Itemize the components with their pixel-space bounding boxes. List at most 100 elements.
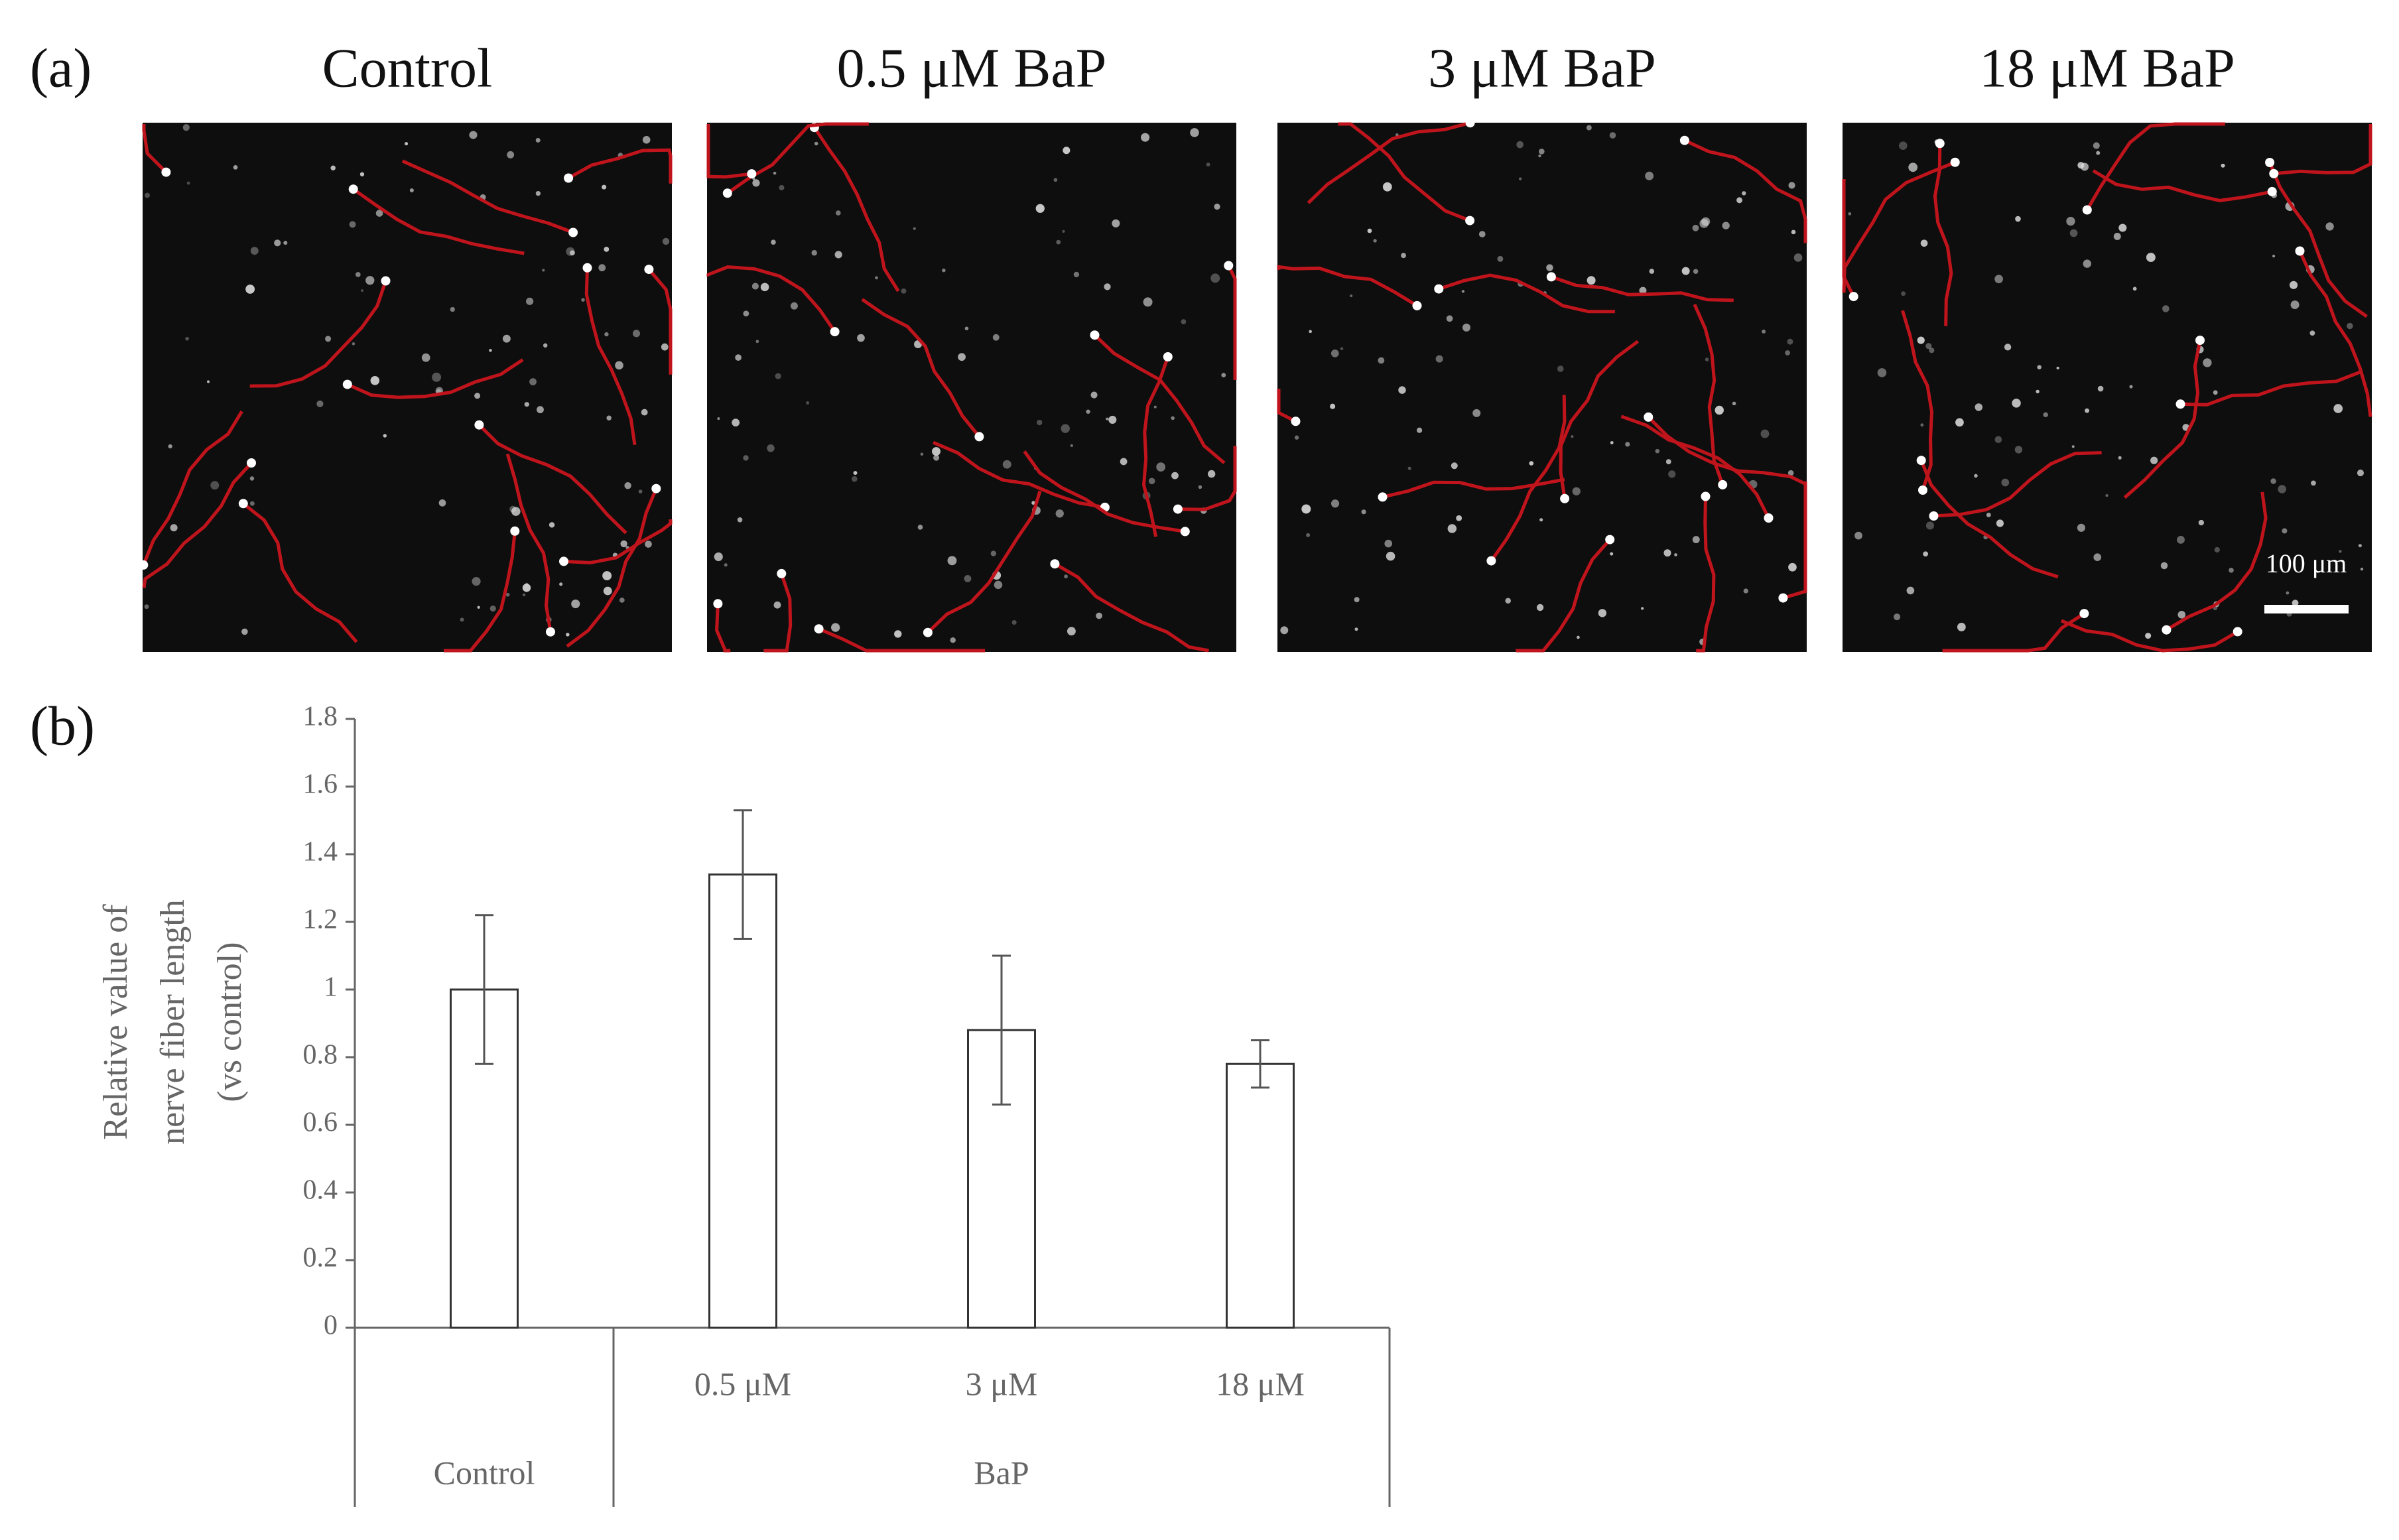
soma bbox=[510, 526, 520, 536]
cell bbox=[641, 409, 648, 416]
nerve-trace bbox=[1277, 265, 1418, 308]
cell bbox=[1571, 435, 1574, 438]
y-axis-label: Relative value of bbox=[97, 904, 135, 1140]
cell bbox=[250, 247, 259, 255]
cell bbox=[509, 505, 517, 513]
nerve-trace bbox=[2298, 250, 2372, 417]
group-label: Control bbox=[434, 1454, 535, 1491]
nerve-trace bbox=[401, 159, 574, 234]
cell bbox=[932, 447, 940, 456]
cell bbox=[1451, 462, 1458, 470]
soma bbox=[2195, 336, 2205, 346]
cell bbox=[1330, 350, 1339, 357]
cell bbox=[2093, 553, 2102, 562]
nerve-trace bbox=[242, 502, 358, 643]
cell bbox=[1416, 427, 1423, 433]
cell bbox=[1472, 409, 1481, 417]
nerve-trace bbox=[763, 573, 793, 653]
nerve-trace bbox=[352, 188, 525, 255]
cell bbox=[2145, 633, 2152, 639]
cell bbox=[1598, 609, 1607, 617]
cell bbox=[145, 192, 151, 198]
cell bbox=[1143, 297, 1153, 307]
soma bbox=[2162, 625, 2172, 635]
cell bbox=[1923, 551, 1929, 557]
cell bbox=[737, 517, 743, 523]
soma bbox=[1465, 118, 1475, 128]
cell bbox=[1401, 253, 1406, 259]
y-tick-label: 1.6 bbox=[303, 769, 338, 800]
cell bbox=[1386, 551, 1395, 561]
cell bbox=[1002, 460, 1011, 469]
x-tick-label: 18 μM bbox=[1216, 1365, 1305, 1402]
cell bbox=[1190, 128, 1199, 137]
cell bbox=[1221, 373, 1226, 378]
bar-chart: 0 0.2 0.4 0.6 0.8 1 1.2 1.4 1.6 1.8 Relative value… bbox=[97, 702, 1391, 1507]
cell bbox=[1330, 499, 1340, 508]
cell bbox=[472, 576, 481, 586]
cell bbox=[2289, 281, 2298, 289]
nerve-trace bbox=[1438, 273, 1615, 314]
cell bbox=[2278, 485, 2286, 493]
cell bbox=[2012, 399, 2021, 408]
cell bbox=[1557, 365, 1564, 372]
cell bbox=[811, 249, 817, 256]
cell bbox=[370, 376, 380, 385]
soma bbox=[2175, 399, 2185, 409]
nerve-trace bbox=[2166, 491, 2268, 631]
y-tick-label: 1.8 bbox=[303, 702, 338, 732]
cell bbox=[1925, 343, 1932, 350]
cell bbox=[1062, 229, 1065, 233]
cell bbox=[543, 343, 548, 348]
cell bbox=[767, 444, 775, 452]
cell bbox=[144, 604, 149, 610]
cell bbox=[438, 499, 446, 507]
y-axis-label: nerve fiber length bbox=[154, 899, 192, 1145]
nerve-trace bbox=[1516, 538, 1612, 653]
cell bbox=[603, 586, 612, 596]
cell bbox=[1848, 212, 1852, 216]
cell bbox=[2309, 330, 2315, 336]
cell bbox=[1975, 403, 1983, 411]
cell bbox=[602, 184, 607, 190]
cell bbox=[1035, 204, 1045, 213]
nerve-trace bbox=[933, 440, 1106, 509]
cell bbox=[1655, 448, 1660, 454]
cell bbox=[185, 336, 189, 341]
soma bbox=[559, 556, 568, 566]
cell bbox=[1153, 405, 1157, 409]
cell bbox=[2358, 544, 2362, 548]
cell bbox=[1361, 509, 1366, 515]
cell bbox=[566, 633, 570, 637]
bar bbox=[708, 873, 777, 1329]
y-axis-label: (vs control) bbox=[211, 942, 249, 1102]
x-tick-label: 0.5 μM bbox=[694, 1365, 791, 1402]
cell bbox=[505, 592, 510, 597]
soma bbox=[238, 499, 248, 509]
cell bbox=[2203, 358, 2212, 367]
cell bbox=[1854, 531, 1862, 540]
cell bbox=[383, 434, 387, 438]
soma bbox=[1718, 480, 1728, 489]
nerve-trace bbox=[1782, 481, 1807, 600]
cell bbox=[529, 378, 537, 386]
cell bbox=[1031, 501, 1035, 505]
cell bbox=[2071, 445, 2075, 448]
cell bbox=[1925, 521, 1934, 530]
cell bbox=[732, 418, 740, 427]
y-tick-label: 1.4 bbox=[303, 837, 338, 867]
bar bbox=[1226, 1062, 1295, 1329]
micrograph bbox=[707, 123, 1236, 652]
cell bbox=[1986, 512, 1991, 517]
cell bbox=[606, 415, 612, 420]
cell bbox=[875, 276, 878, 280]
cell bbox=[2037, 365, 2042, 369]
group-label: BaP bbox=[974, 1454, 1029, 1491]
panel-label: (a) bbox=[30, 37, 92, 99]
nerve-trace bbox=[141, 410, 243, 566]
nerve-trace bbox=[2123, 340, 2202, 499]
cell bbox=[1715, 405, 1724, 415]
cell bbox=[1112, 219, 1120, 227]
cell bbox=[1610, 441, 1614, 444]
cell bbox=[1898, 141, 1908, 150]
